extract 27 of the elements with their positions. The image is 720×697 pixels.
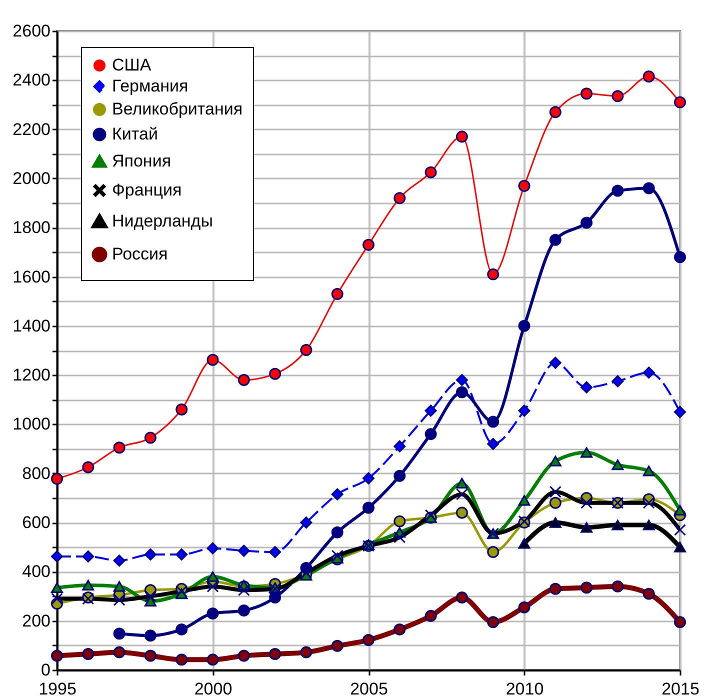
y-tick-label: 200 — [22, 611, 50, 630]
x-tick-label: 1995 — [38, 680, 76, 697]
y-tick-label: 2000 — [12, 168, 50, 188]
y-tick-label: 2400 — [12, 70, 50, 90]
legend-label: Япония — [112, 152, 172, 170]
y-tick-label: 0 — [41, 660, 50, 680]
y-tick-label: 800 — [22, 464, 50, 483]
legend-label: США — [112, 56, 152, 74]
y-tick-label: 2600 — [12, 22, 50, 40]
y-tick-label: 1400 — [12, 316, 50, 336]
x-tick-label: 2005 — [350, 680, 388, 697]
y-tick-label: 1000 — [12, 414, 50, 434]
legend-label: Россия — [112, 244, 168, 264]
y-tick-label: 1800 — [12, 218, 50, 238]
legend-label: Нидерланды — [112, 212, 213, 230]
legend-label: Великобритания — [112, 100, 243, 118]
legend-label: Китай — [112, 124, 158, 144]
y-tick-label: 2200 — [12, 120, 50, 139]
y-tick-label: 400 — [22, 562, 50, 582]
legend-label: Германия — [112, 76, 188, 96]
x-tick-label: 2010 — [506, 680, 544, 697]
y-tick-label: 600 — [22, 513, 50, 532]
y-tick-label: 1200 — [12, 366, 50, 385]
y-tick-label: 1600 — [12, 267, 50, 286]
x-tick-label: 2000 — [194, 680, 232, 697]
legend-label: Франция — [112, 180, 182, 200]
x-tick-label: 2015 — [662, 680, 700, 697]
